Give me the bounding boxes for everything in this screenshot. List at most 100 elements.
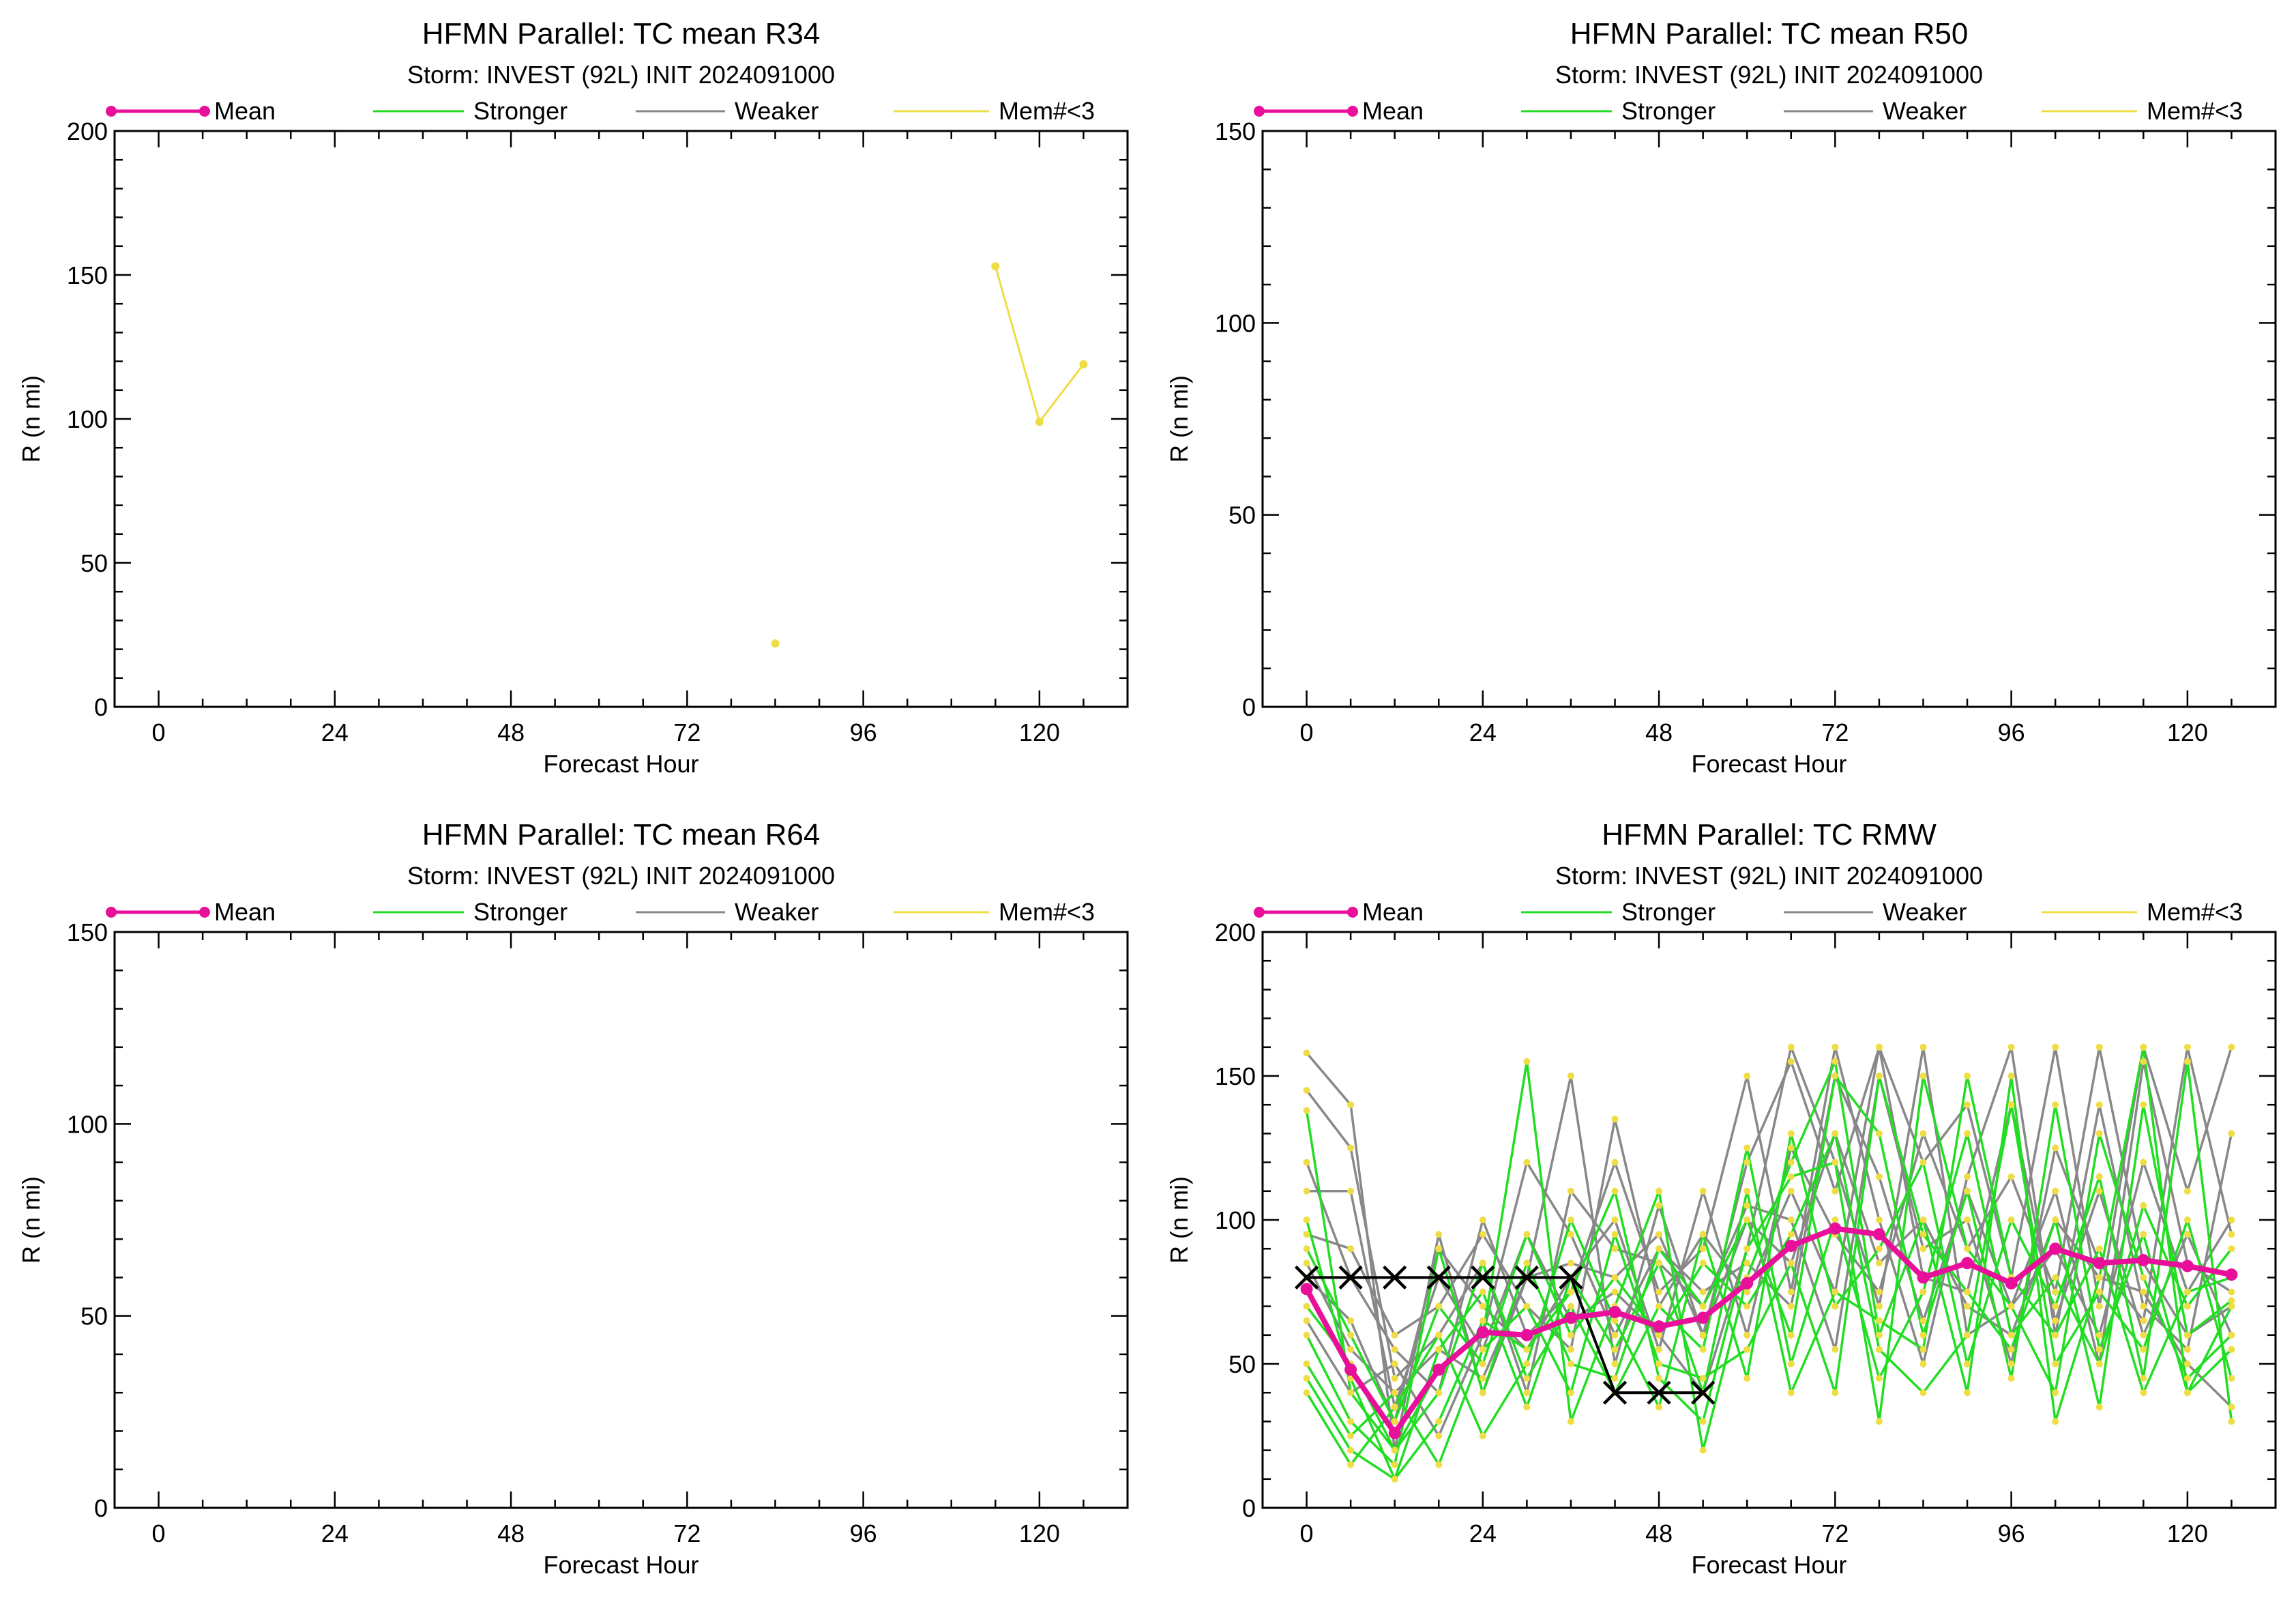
member-point bbox=[1655, 1245, 1663, 1253]
member-point bbox=[1919, 1331, 1927, 1339]
legend-label: Stronger bbox=[473, 898, 568, 926]
member-point bbox=[2140, 1043, 2147, 1051]
member-point bbox=[2183, 1058, 2191, 1065]
member-point bbox=[1391, 1446, 1398, 1454]
member-point bbox=[1611, 1345, 1619, 1353]
cross-stroke bbox=[1338, 1265, 1363, 1290]
legend-marker bbox=[199, 907, 210, 918]
legend-label: Mean bbox=[1362, 898, 1424, 926]
x-tick-label: 72 bbox=[1821, 1519, 1849, 1547]
member-point bbox=[1875, 1217, 1883, 1223]
member-point bbox=[2052, 1288, 2059, 1296]
y-tick-label: 200 bbox=[67, 117, 108, 145]
member-point bbox=[1655, 1345, 1663, 1353]
legend-label: Weaker bbox=[735, 898, 819, 926]
member-point bbox=[1435, 1231, 1443, 1238]
mean-point bbox=[1300, 1283, 1313, 1296]
plot-frame bbox=[1261, 130, 2277, 708]
member-point bbox=[2052, 1144, 2059, 1152]
member-point bbox=[1875, 1259, 1883, 1267]
member-point bbox=[2140, 1058, 2147, 1065]
member-point bbox=[1743, 1288, 1751, 1296]
member-point bbox=[1919, 1245, 1927, 1253]
cross-stroke bbox=[1691, 1380, 1716, 1405]
member-point bbox=[1567, 1288, 1574, 1296]
stronger-member-line bbox=[1306, 1133, 2233, 1453]
mean-point bbox=[1520, 1328, 1533, 1341]
member-point bbox=[1699, 1331, 1707, 1339]
member-point bbox=[1964, 1173, 1971, 1180]
mean-line bbox=[1304, 1225, 2233, 1436]
member-point bbox=[2007, 1375, 2015, 1382]
y-tick-label: 0 bbox=[94, 1494, 108, 1522]
member-point bbox=[1787, 1331, 1795, 1339]
member-point bbox=[1523, 1058, 1531, 1065]
member-point bbox=[2140, 1231, 2147, 1238]
y-axis-label: R (n mi) bbox=[1165, 1176, 1193, 1264]
member-point bbox=[1567, 1217, 1574, 1223]
member-point bbox=[2183, 1217, 2191, 1223]
member-point bbox=[1479, 1389, 1486, 1397]
member-point bbox=[1303, 1259, 1310, 1267]
observed-cross-marker bbox=[1338, 1265, 1363, 1290]
member-point bbox=[1964, 1360, 1971, 1367]
mean-point bbox=[1388, 1427, 1401, 1440]
member-point bbox=[2095, 1043, 2103, 1051]
observed-cross-marker bbox=[1514, 1265, 1539, 1290]
chart-rmw: HFMN Parallel: TC RMW Storm: INVEST (92L)… bbox=[1165, 818, 2277, 1579]
member-point bbox=[1435, 1331, 1443, 1339]
y-tick-label: 150 bbox=[67, 261, 108, 289]
member-point bbox=[1919, 1317, 1927, 1324]
member-point bbox=[2095, 1331, 2103, 1339]
member-point bbox=[1831, 1043, 1839, 1051]
x-tick-label: 0 bbox=[152, 718, 166, 746]
member-point bbox=[1699, 1231, 1707, 1238]
member-point bbox=[2228, 1302, 2235, 1310]
member-point bbox=[1875, 1173, 1883, 1180]
x-tick-label: 48 bbox=[1645, 1519, 1673, 1547]
y-ticks bbox=[115, 130, 1128, 708]
member-point bbox=[1919, 1043, 1927, 1051]
chart-title: HFMN Parallel: TC mean R64 bbox=[422, 818, 821, 851]
member-point bbox=[1611, 1331, 1619, 1339]
member-point bbox=[1391, 1389, 1398, 1397]
member-point bbox=[2183, 1302, 2191, 1310]
x-tick-label: 72 bbox=[673, 1519, 701, 1547]
member-point bbox=[1391, 1360, 1398, 1367]
member-point bbox=[2140, 1331, 2147, 1339]
member-point bbox=[1435, 1302, 1443, 1310]
member-point bbox=[1303, 1245, 1310, 1253]
y-tick-label: 150 bbox=[1215, 117, 1256, 145]
member-point bbox=[2095, 1360, 2103, 1367]
member-point bbox=[2228, 1217, 2235, 1223]
observed-cross-marker bbox=[1383, 1265, 1407, 1290]
member-point bbox=[2095, 1345, 2103, 1353]
member-point bbox=[1567, 1187, 1574, 1195]
member-point bbox=[1787, 1217, 1795, 1223]
cross-stroke bbox=[1426, 1265, 1451, 1290]
member-point bbox=[2183, 1389, 2191, 1397]
member-point bbox=[2228, 1345, 2235, 1353]
x-tick-label: 0 bbox=[1300, 1519, 1314, 1547]
chart-subtitle: Storm: INVEST (92L) INIT 2024091000 bbox=[1555, 61, 1983, 89]
member-point bbox=[1391, 1331, 1398, 1339]
member-point bbox=[1964, 1073, 1971, 1079]
member-point bbox=[1567, 1345, 1574, 1353]
member-point bbox=[1523, 1159, 1531, 1166]
mean-point bbox=[1741, 1277, 1754, 1290]
member-point bbox=[1567, 1418, 1574, 1425]
x-tick-label: 24 bbox=[1469, 1519, 1497, 1547]
member-point bbox=[1347, 1461, 1355, 1468]
observed-cross-marker bbox=[1647, 1380, 1671, 1405]
member-point bbox=[2095, 1101, 2103, 1109]
member-point bbox=[1567, 1259, 1574, 1267]
member-point bbox=[1523, 1345, 1531, 1353]
mean-point bbox=[1784, 1239, 1797, 1252]
member-point bbox=[1391, 1418, 1398, 1425]
member-point bbox=[1611, 1375, 1619, 1382]
member-point bbox=[1567, 1073, 1574, 1079]
legend-marker bbox=[1254, 106, 1265, 117]
member-point bbox=[1435, 1461, 1443, 1468]
chart-subtitle: Storm: INVEST (92L) INIT 2024091000 bbox=[407, 61, 835, 89]
member-point bbox=[1787, 1173, 1795, 1180]
